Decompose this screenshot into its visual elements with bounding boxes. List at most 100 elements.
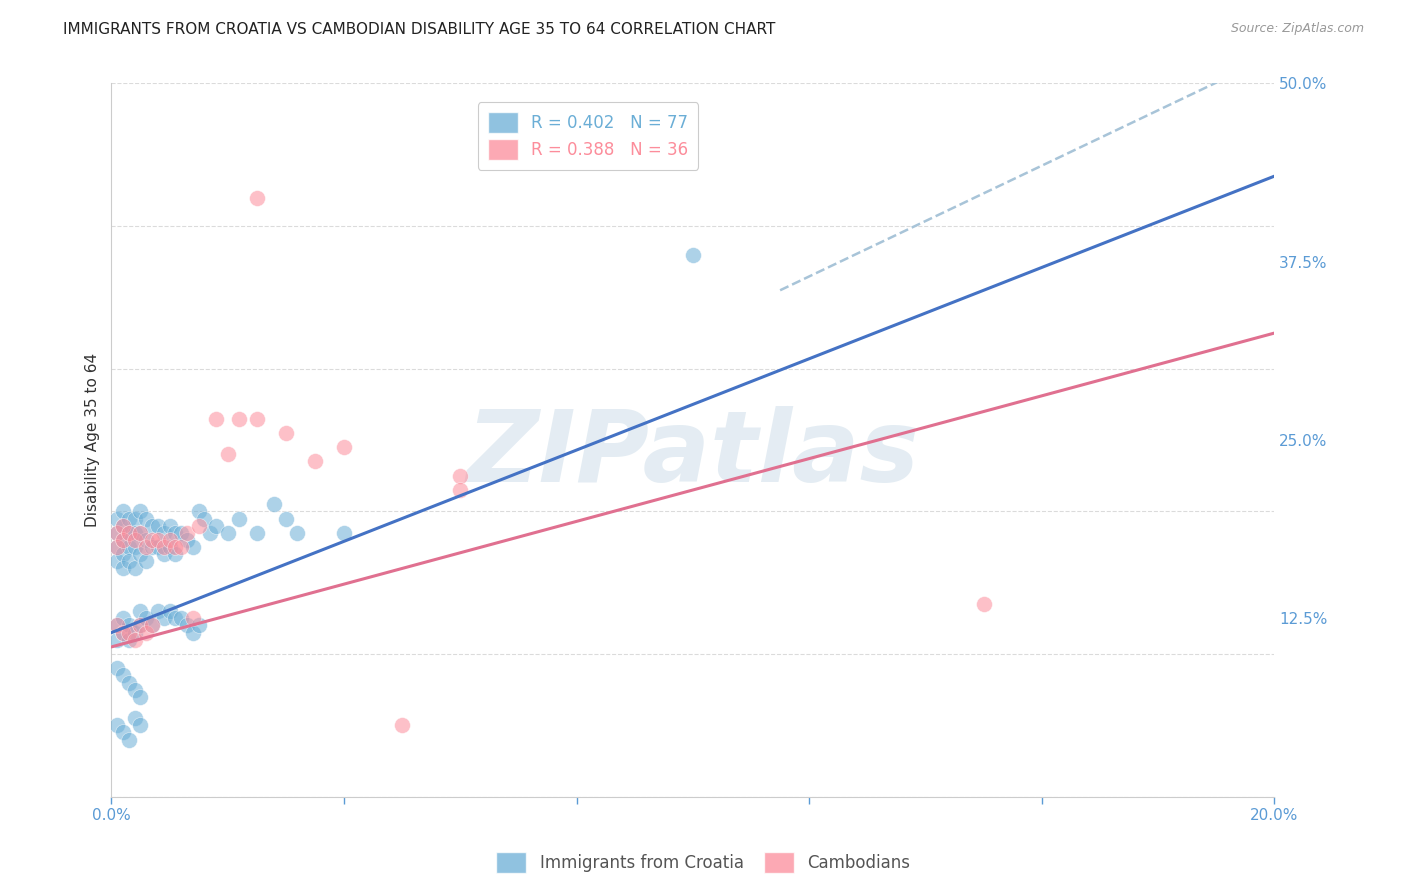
Point xyxy=(159,540,181,554)
Point xyxy=(129,504,152,518)
Point xyxy=(165,525,187,540)
Point xyxy=(112,533,135,547)
Point xyxy=(112,725,135,739)
Point xyxy=(165,540,187,554)
Point xyxy=(187,518,209,533)
Point xyxy=(112,504,135,518)
Point xyxy=(135,625,157,640)
Point xyxy=(228,511,250,525)
Point xyxy=(228,411,250,425)
Point xyxy=(176,533,198,547)
Point xyxy=(112,625,135,640)
Point xyxy=(105,540,128,554)
Point xyxy=(217,447,239,461)
Point xyxy=(129,604,152,618)
Point xyxy=(129,690,152,704)
Point xyxy=(129,718,152,732)
Point xyxy=(165,547,187,561)
Point xyxy=(105,632,128,647)
Point xyxy=(304,454,326,468)
Point xyxy=(135,540,157,554)
Point xyxy=(118,540,141,554)
Point xyxy=(129,525,152,540)
Point xyxy=(200,525,222,540)
Point xyxy=(105,618,128,632)
Point xyxy=(112,625,135,640)
Point xyxy=(274,511,297,525)
Point xyxy=(118,625,141,640)
Point xyxy=(682,247,704,261)
Point xyxy=(135,533,157,547)
Point xyxy=(159,533,181,547)
Point xyxy=(112,533,135,547)
Point xyxy=(141,618,163,632)
Point xyxy=(146,604,169,618)
Point xyxy=(973,597,995,611)
Legend: R = 0.402   N = 77, R = 0.388   N = 36: R = 0.402 N = 77, R = 0.388 N = 36 xyxy=(478,103,699,169)
Point xyxy=(129,525,152,540)
Point xyxy=(105,718,128,732)
Point xyxy=(246,190,269,204)
Point xyxy=(135,611,157,625)
Point xyxy=(141,533,163,547)
Point xyxy=(146,533,169,547)
Point xyxy=(152,540,174,554)
Point xyxy=(181,625,204,640)
Point xyxy=(118,554,141,568)
Point xyxy=(170,525,193,540)
Point xyxy=(187,504,209,518)
Point xyxy=(105,661,128,675)
Point xyxy=(112,611,135,625)
Point xyxy=(112,518,135,533)
Point xyxy=(124,625,146,640)
Point xyxy=(124,533,146,547)
Point xyxy=(246,525,269,540)
Point xyxy=(449,468,471,483)
Point xyxy=(112,668,135,682)
Point xyxy=(333,440,356,454)
Point xyxy=(152,525,174,540)
Point xyxy=(217,525,239,540)
Point xyxy=(135,554,157,568)
Point xyxy=(333,525,356,540)
Point xyxy=(141,540,163,554)
Point xyxy=(205,411,228,425)
Point xyxy=(263,497,285,511)
Point xyxy=(118,732,141,747)
Point xyxy=(118,618,141,632)
Point xyxy=(152,547,174,561)
Point xyxy=(193,511,215,525)
Point xyxy=(170,611,193,625)
Point xyxy=(129,547,152,561)
Point xyxy=(274,425,297,440)
Point xyxy=(124,561,146,575)
Point xyxy=(159,518,181,533)
Point xyxy=(105,540,128,554)
Point xyxy=(118,511,141,525)
Point xyxy=(124,682,146,697)
Point xyxy=(105,525,128,540)
Point xyxy=(124,711,146,725)
Point xyxy=(118,675,141,690)
Point xyxy=(159,604,181,618)
Point xyxy=(118,525,141,540)
Point xyxy=(165,611,187,625)
Point xyxy=(141,518,163,533)
Point xyxy=(181,611,204,625)
Point xyxy=(105,554,128,568)
Point xyxy=(152,611,174,625)
Point xyxy=(146,518,169,533)
Point xyxy=(112,518,135,533)
Point xyxy=(124,511,146,525)
Point xyxy=(176,618,198,632)
Text: ZIPatlas: ZIPatlas xyxy=(467,406,920,503)
Point xyxy=(105,511,128,525)
Text: IMMIGRANTS FROM CROATIA VS CAMBODIAN DISABILITY AGE 35 TO 64 CORRELATION CHART: IMMIGRANTS FROM CROATIA VS CAMBODIAN DIS… xyxy=(63,22,776,37)
Point xyxy=(124,540,146,554)
Text: Source: ZipAtlas.com: Source: ZipAtlas.com xyxy=(1230,22,1364,36)
Point xyxy=(287,525,309,540)
Y-axis label: Disability Age 35 to 64: Disability Age 35 to 64 xyxy=(86,353,100,527)
Point xyxy=(118,525,141,540)
Point xyxy=(246,411,269,425)
Point xyxy=(391,718,413,732)
